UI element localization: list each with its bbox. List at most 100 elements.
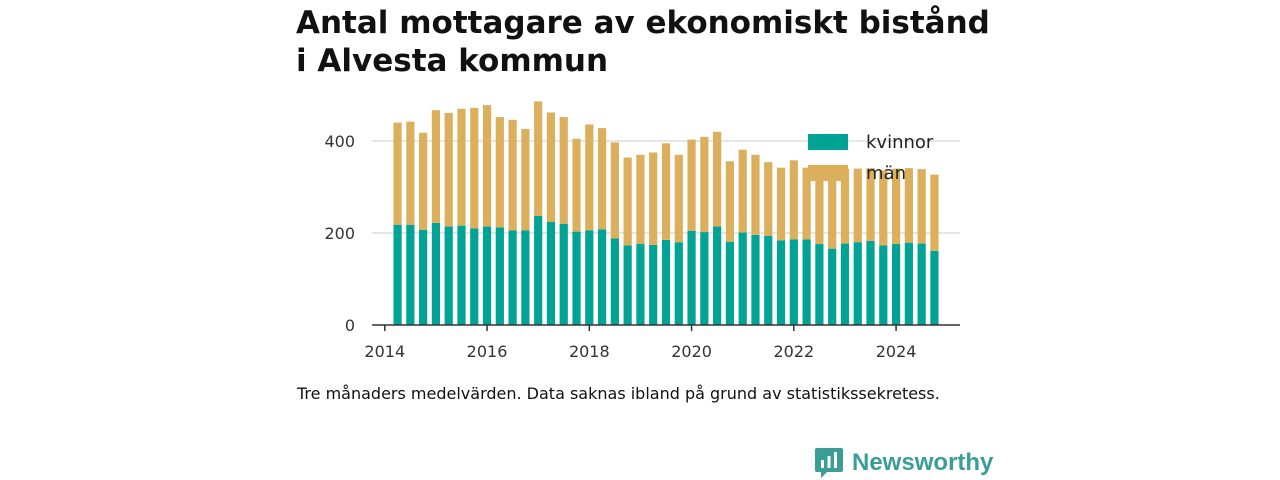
bar-kvinnor xyxy=(572,231,581,325)
bar-kvinnor xyxy=(891,244,901,325)
bar-kvinnor xyxy=(457,225,466,325)
bar-kvinnor xyxy=(406,224,415,325)
bar-kvinnor xyxy=(904,242,913,325)
bar-kvinnor xyxy=(700,232,709,325)
bar-män xyxy=(687,139,696,231)
bar-kvinnor xyxy=(815,244,824,325)
bar-män xyxy=(866,168,875,241)
bar-män xyxy=(393,122,402,225)
bar-män xyxy=(444,112,453,227)
bar-män xyxy=(521,129,530,231)
bar-män xyxy=(636,154,645,245)
bar-kvinnor xyxy=(393,224,402,325)
legend-swatch-män xyxy=(808,165,848,181)
bar-män xyxy=(559,117,568,224)
bar-kvinnor xyxy=(649,244,658,325)
bar-män xyxy=(789,160,798,240)
bar-kvinnor xyxy=(789,239,798,325)
bar-kvinnor xyxy=(495,227,504,325)
bar-kvinnor xyxy=(534,215,543,325)
bar-kvinnor xyxy=(470,228,479,325)
bar-män xyxy=(610,142,619,239)
bar-kvinnor xyxy=(444,226,453,325)
bar-kvinnor xyxy=(751,234,760,325)
bar-kvinnor xyxy=(419,229,428,325)
bar-kvinnor xyxy=(866,240,875,325)
bar-kvinnor xyxy=(930,250,939,325)
bar-kvinnor xyxy=(546,221,556,325)
legend-swatch-kvinnor xyxy=(808,134,848,150)
bar-kvinnor xyxy=(764,235,773,325)
y-tick-label: 400 xyxy=(324,132,355,151)
bar-kvinnor xyxy=(661,239,671,325)
bar-män xyxy=(700,136,709,233)
newsworthy-brand: Newsworthy xyxy=(814,446,993,480)
bar-män xyxy=(904,168,913,243)
brand-name: Newsworthy xyxy=(852,449,994,476)
bar-män xyxy=(828,174,837,249)
bar-kvinnor xyxy=(674,242,683,325)
newsworthy-logo-icon xyxy=(815,448,843,478)
chart-title-line-2: i Alvesta kommun xyxy=(296,43,609,79)
bar-män xyxy=(725,161,735,242)
bar-kvinnor xyxy=(802,239,811,325)
bar-män xyxy=(534,101,543,216)
legend-label-män: män xyxy=(866,163,906,184)
bar-män xyxy=(508,119,517,231)
bar-kvinnor xyxy=(840,243,850,325)
bar-män xyxy=(674,154,683,243)
bar-män xyxy=(815,168,824,245)
bar-kvinnor xyxy=(521,230,530,325)
bar-män xyxy=(470,107,479,229)
bar-män xyxy=(917,169,926,244)
bar-män xyxy=(431,110,441,223)
legend-label-kvinnor: kvinnor xyxy=(866,132,934,153)
chart-title: Antal mottagare av ekonomiskt bistånd i … xyxy=(296,4,1016,80)
bar-män xyxy=(572,138,581,232)
bar-män xyxy=(482,105,492,227)
bar-kvinnor xyxy=(597,229,607,325)
x-tick-label: 2020 xyxy=(671,342,712,361)
bar-män xyxy=(840,169,850,244)
bar-kvinnor xyxy=(713,226,722,325)
chart-title-line-1: Antal mottagare av ekonomiskt bistånd xyxy=(296,5,990,41)
bar-män xyxy=(776,167,786,241)
bar-kvinnor xyxy=(585,230,594,325)
bar-kvinnor xyxy=(482,226,492,325)
legend: kvinnor män xyxy=(808,132,934,184)
bar-män xyxy=(419,132,428,230)
bar-män xyxy=(713,131,722,227)
y-tick-label: 200 xyxy=(324,224,355,243)
bar-män xyxy=(495,117,504,228)
bar-kvinnor xyxy=(623,245,632,325)
bar-kvinnor xyxy=(508,230,517,325)
bar-män xyxy=(853,168,862,243)
bar-kvinnor xyxy=(917,243,926,325)
bar-kvinnor xyxy=(636,244,645,325)
bar-män xyxy=(649,152,658,245)
axes: 0 200 400 2014 2016 2018 2020 2022 2024 xyxy=(324,132,960,361)
bar-kvinnor xyxy=(738,232,747,325)
bar-kvinnor xyxy=(828,248,837,325)
bar-kvinnor xyxy=(879,245,888,325)
bar-kvinnor xyxy=(776,240,786,325)
bar-män xyxy=(661,143,671,240)
bar-män xyxy=(585,124,594,231)
x-tick-label: 2022 xyxy=(773,342,814,361)
bar-män xyxy=(738,149,747,233)
bar-kvinnor xyxy=(610,238,619,325)
chart-caption: Tre månaders medelvärden. Data saknas ib… xyxy=(297,384,940,403)
bar-män xyxy=(764,162,773,236)
x-tick-label: 2014 xyxy=(364,342,405,361)
bar-män xyxy=(546,112,556,222)
bar-kvinnor xyxy=(687,230,696,325)
bar-kvinnor xyxy=(559,223,568,325)
x-tick-label: 2016 xyxy=(467,342,508,361)
y-tick-label: 0 xyxy=(345,316,355,335)
x-tick-label: 2018 xyxy=(569,342,610,361)
bar-män xyxy=(751,154,760,235)
bar-kvinnor xyxy=(853,242,862,325)
bar-kvinnor xyxy=(431,222,441,325)
bar-män xyxy=(930,174,939,251)
